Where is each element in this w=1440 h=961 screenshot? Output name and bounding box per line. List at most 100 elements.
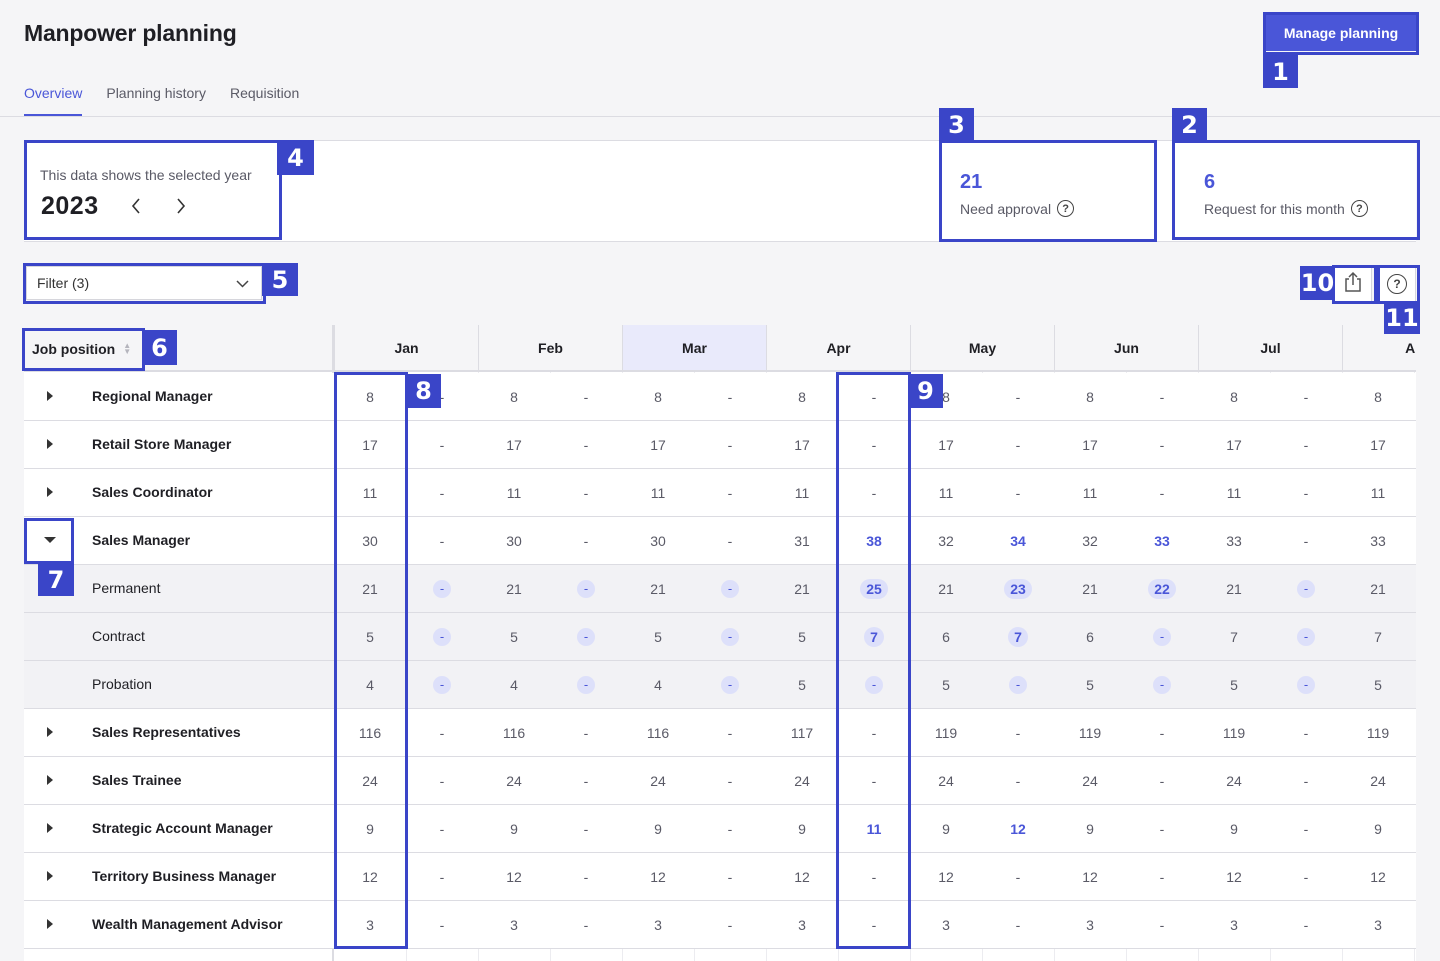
cell-value: 5 — [1086, 676, 1094, 693]
request-cell: - — [406, 613, 478, 660]
request-cell[interactable]: 7 — [838, 613, 910, 660]
page-header: Manpower planning Manage planning Overvi… — [0, 0, 1440, 118]
request-pill[interactable]: - — [1153, 675, 1171, 694]
request-pill[interactable]: - — [433, 675, 451, 694]
cell-value: - — [1159, 724, 1165, 741]
plan-cell: 11 — [766, 469, 838, 516]
annotation-badge-9: 9 — [908, 374, 943, 408]
cell-value: 12 — [938, 868, 954, 885]
plan-cell: 3 — [1054, 901, 1126, 948]
request-cell: - — [838, 661, 910, 708]
plan-cell: 24 — [622, 757, 694, 804]
year-selector: This data shows the selected year 2023 — [27, 144, 277, 236]
expand-icon[interactable] — [42, 436, 58, 452]
request-cell[interactable]: 7 — [982, 613, 1054, 660]
help-icon[interactable]: ? — [1350, 200, 1368, 217]
plan-cell: 5 — [766, 661, 838, 708]
request-pill[interactable]: 25 — [860, 578, 888, 599]
plan-cell: 21 — [334, 565, 406, 612]
request-pill[interactable]: - — [1297, 579, 1315, 598]
request-pill[interactable]: - — [433, 579, 451, 598]
request-cell[interactable]: 11 — [838, 805, 910, 852]
request-cell: - — [1126, 853, 1198, 900]
expand-icon[interactable] — [42, 388, 58, 404]
request-cell: - — [406, 709, 478, 756]
request-pill[interactable]: - — [1297, 627, 1315, 646]
cell-value: - — [727, 484, 733, 501]
request-pill[interactable]: 22 — [1148, 578, 1176, 599]
cell-value: 119 — [1366, 724, 1390, 741]
table-row: Wealth Management Advisor 3 - 3 - 3 - 3 - 3 - 3 - 3 - 3 — [24, 901, 1416, 949]
request-pill[interactable]: - — [433, 627, 451, 646]
request-cell: - — [694, 565, 766, 612]
expand-icon[interactable] — [42, 868, 58, 884]
job-position-header[interactable]: Job position ▲ ▼ — [27, 330, 139, 367]
chevron-left-icon[interactable] — [126, 196, 146, 216]
request-pill[interactable]: - — [577, 627, 595, 646]
plan-cell: 7 — [1342, 613, 1414, 660]
tab-overview[interactable]: Overview — [24, 84, 83, 116]
cell-value: 33 — [1226, 532, 1242, 549]
request-cell: - — [406, 421, 478, 468]
sort-icon[interactable]: ▲ ▼ — [123, 340, 132, 356]
cell-value: - — [583, 868, 589, 885]
plan-cell: 12 — [1198, 853, 1270, 900]
expand-icon[interactable] — [42, 484, 58, 500]
job-position-header-label: Job position — [32, 340, 116, 357]
cell-value: 116 — [646, 724, 670, 741]
export-button[interactable] — [1334, 266, 1372, 302]
request-pill[interactable]: - — [577, 579, 595, 598]
request-cell: - — [694, 517, 766, 564]
request-pill[interactable]: 23 — [1004, 578, 1032, 599]
tab-planning-history[interactable]: Planning history — [106, 85, 206, 101]
cell-value: - — [1303, 724, 1309, 741]
request-cell[interactable]: 22 — [1126, 565, 1198, 612]
request-pill[interactable]: - — [865, 675, 883, 694]
request-pill[interactable]: - — [721, 579, 739, 598]
cell-value: 6 — [942, 628, 950, 645]
expand-icon[interactable] — [42, 724, 58, 740]
expand-icon[interactable] — [42, 820, 58, 836]
cell-value: 3 — [798, 916, 806, 933]
plan-cell: 9 — [478, 805, 550, 852]
cell-value: - — [1303, 916, 1309, 933]
cell-value: 31 — [794, 532, 810, 549]
cell-value: 24 — [938, 772, 954, 789]
request-cell[interactable]: 33 — [1126, 517, 1198, 564]
cell-value: - — [1303, 820, 1309, 837]
request-pill[interactable]: 7 — [1008, 626, 1028, 647]
request-cell[interactable]: 23 — [982, 565, 1054, 612]
request-pill[interactable]: - — [1153, 627, 1171, 646]
cell-value: 9 — [1374, 820, 1382, 837]
request-cell[interactable]: 38 — [838, 517, 910, 564]
request-cell[interactable]: 25 — [838, 565, 910, 612]
cell-value: - — [1015, 916, 1021, 933]
request-pill[interactable]: - — [1297, 675, 1315, 694]
request-pill[interactable]: - — [721, 675, 739, 694]
expand-icon[interactable] — [42, 772, 58, 788]
cell-value: 5 — [798, 628, 806, 645]
request-cell[interactable]: 12 — [982, 805, 1054, 852]
request-pill[interactable]: - — [577, 675, 595, 694]
request-cell: - — [982, 373, 1054, 420]
need-approval-card[interactable]: 21 Need approval ? — [940, 141, 1156, 241]
table-help-button[interactable]: ? — [1378, 266, 1416, 302]
filter-dropdown[interactable]: Filter (3) — [26, 266, 262, 300]
manage-planning-button[interactable]: Manage planning — [1266, 15, 1416, 51]
tab-requisition[interactable]: Requisition — [229, 85, 300, 101]
annotation-badge-4: 4 — [277, 140, 314, 175]
expand-icon[interactable] — [42, 916, 58, 932]
plan-cell: 17 — [334, 421, 406, 468]
help-icon[interactable]: ? — [1057, 200, 1075, 217]
collapse-icon[interactable] — [42, 532, 58, 548]
request-month-card[interactable]: 6 Request for this month ? — [1184, 141, 1416, 241]
request-cell[interactable]: 34 — [982, 517, 1054, 564]
summary-panel: This data shows the selected year 2023 2… — [24, 140, 1416, 242]
request-pill[interactable]: - — [1009, 675, 1027, 694]
chevron-right-icon[interactable] — [171, 196, 191, 216]
request-pill[interactable]: - — [721, 627, 739, 646]
cell-value: - — [871, 484, 877, 501]
cell-value: 9 — [942, 820, 950, 837]
request-pill[interactable]: 7 — [864, 626, 884, 647]
plan-cell: 24 — [910, 757, 982, 804]
